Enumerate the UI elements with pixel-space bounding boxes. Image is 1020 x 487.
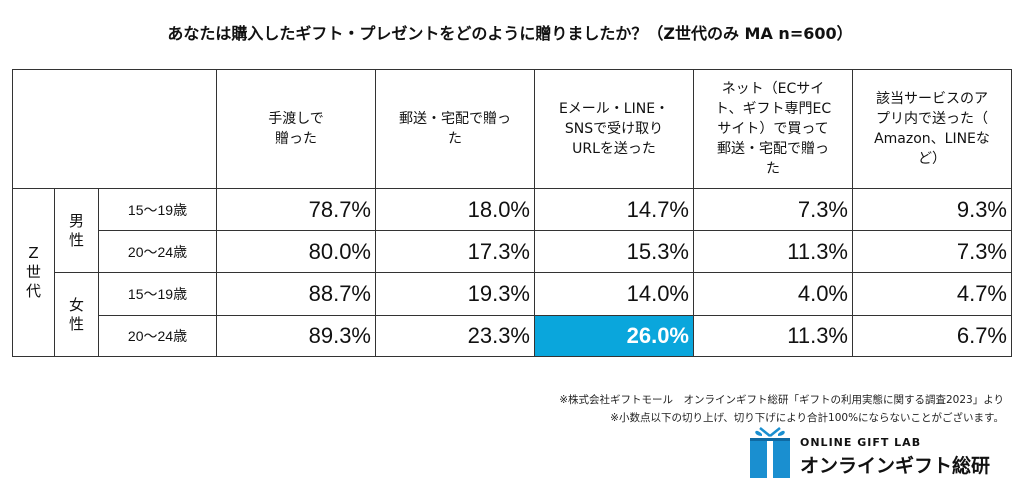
header-line: 手渡しで <box>268 111 324 127</box>
logo-main-text: オンラインギフト総研 <box>800 455 991 477</box>
header-line: た <box>766 161 780 177</box>
segment-char: Z <box>28 244 39 262</box>
age-label: 20〜24歳 <box>98 230 217 273</box>
rounding-note: ※小数点以下の切り上げ、切り下げにより合計100%にならないことがございます。 <box>610 412 1004 424</box>
chart-title: あなたは購入したギフト・プレゼントをどのように贈りましたか？（Z世代のみ MA … <box>167 24 853 43</box>
header-line: Amazon、LINEな <box>874 131 990 147</box>
value-cell: 11.3% <box>693 230 853 273</box>
table-row: 20〜24歳 80.0% 17.3% 15.3% 11.3% 7.3% <box>13 230 1012 273</box>
age-label: 15〜19歳 <box>98 188 217 231</box>
age-label: 15〜19歳 <box>98 272 217 316</box>
logo-top-text: ONLINE GIFT LAB <box>800 436 922 449</box>
gender-char: 性 <box>68 314 84 333</box>
header-line: ネット（ECサイ <box>721 81 825 97</box>
table-row: 20〜24歳 89.3% 23.3% 26.0% 11.3% 6.7% <box>13 315 1012 357</box>
gender-char: 性 <box>68 230 84 249</box>
header-line: URLを送った <box>572 141 656 157</box>
column-header-ec-site: ネット（ECサイ ト、ギフト専門EC サイト）で買って 郵送・宅配で贈っ た <box>693 69 853 189</box>
value-cell: 18.0% <box>375 188 535 231</box>
header-line: 郵送・宅配で贈っ <box>717 141 829 157</box>
table-row: Z 世 代 男 性 15〜19歳 78.7% 18.0% 14.7% 7.3% … <box>12 188 1012 357</box>
value-cell: 7.3% <box>852 230 1012 273</box>
value-cell: 23.3% <box>375 315 535 357</box>
header-line: 贈った <box>275 131 317 147</box>
value-cell: 17.3% <box>375 230 535 273</box>
segment-char: 代 <box>25 282 41 300</box>
value-cell: 9.3% <box>852 188 1012 231</box>
header-line: ト、ギフト専門EC <box>714 101 832 117</box>
column-header-hand-delivery: 手渡しで 贈った <box>216 69 376 189</box>
header-line: ど） <box>918 151 946 167</box>
value-cell: 14.7% <box>534 188 694 231</box>
value-cell: 78.7% <box>216 188 376 231</box>
results-table: 手渡しで 贈った 郵送・宅配で贈っ た Eメール・LINE・ SNSで受け取り … <box>12 69 1012 357</box>
value-cell: 15.3% <box>534 230 694 273</box>
value-cell: 7.3% <box>693 188 853 231</box>
value-cell-highlight: 26.0% <box>534 315 694 357</box>
table-row: 女 性 15〜19歳 88.7% 19.3% 14.0% 4.0% 4.7% <box>13 272 1012 357</box>
value-cell: 11.3% <box>693 315 853 357</box>
value-cell: 6.7% <box>852 315 1012 357</box>
header-line: サイト）で買って <box>717 121 829 137</box>
gender-char: 男 <box>68 211 84 230</box>
gender-char: 女 <box>68 295 84 314</box>
value-cell: 19.3% <box>375 272 535 316</box>
header-line: た <box>448 131 462 147</box>
age-label: 20〜24歳 <box>98 315 217 357</box>
header-row: 手渡しで 贈った 郵送・宅配で贈っ た Eメール・LINE・ SNSで受け取り … <box>12 69 1012 189</box>
value-cell: 88.7% <box>216 272 376 316</box>
value-cell: 80.0% <box>216 230 376 273</box>
header-line: プリ内で送った（ <box>876 111 988 127</box>
column-header-app: 該当サービスのア プリ内で送った（ Amazon、LINEな ど） <box>852 69 1012 189</box>
value-cell: 89.3% <box>216 315 376 357</box>
gender-label-female: 女 性 <box>54 272 99 357</box>
value-cell: 4.0% <box>693 272 853 316</box>
value-cell: 4.7% <box>852 272 1012 316</box>
gender-label-male: 男 性 <box>54 188 99 273</box>
value-cell: 14.0% <box>534 272 694 316</box>
online-gift-lab-logo: ONLINE GIFT LAB オンラインギフト総研 <box>746 424 1006 480</box>
column-header-url: Eメール・LINE・ SNSで受け取り URLを送った <box>534 69 694 189</box>
header-line: SNSで受け取り <box>564 121 664 137</box>
header-line: Eメール・LINE・ <box>558 101 670 117</box>
corner-cell <box>12 69 217 189</box>
gift-box-icon <box>750 427 790 478</box>
source-note: ※株式会社ギフトモール オンラインギフト総研「ギフトの利用実態に関する調査202… <box>559 394 1004 406</box>
header-line: 該当サービスのア <box>876 91 988 107</box>
segment-label: Z 世 代 <box>12 188 55 357</box>
column-header-mail-delivery: 郵送・宅配で贈っ た <box>375 69 535 189</box>
segment-char: 世 <box>25 263 41 281</box>
header-line: 郵送・宅配で贈っ <box>399 111 511 127</box>
